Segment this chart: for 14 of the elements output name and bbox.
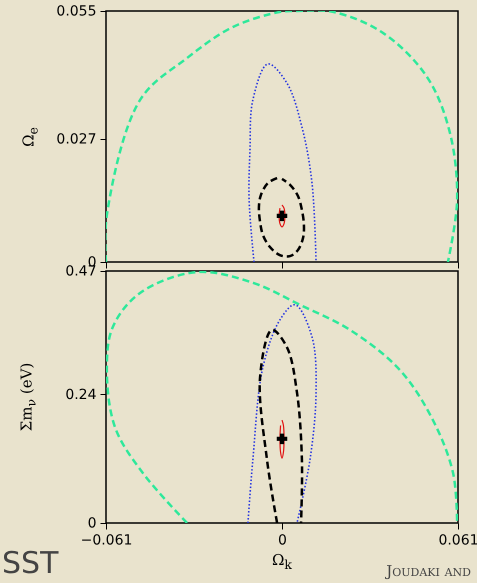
x-tick-label: 0.061	[438, 532, 477, 548]
text: Joudaki and	[386, 562, 471, 580]
y-tick-label: 0.027	[56, 131, 96, 148]
y-tick-label: 0.24	[65, 386, 97, 403]
line-series	[247, 304, 317, 523]
x-tick-label: 0	[278, 532, 287, 548]
x-axis-title: Ω$_{k}$	[272, 551, 292, 572]
line-series	[248, 63, 317, 262]
text: SST	[2, 546, 58, 581]
y-tick-label: 0	[88, 516, 96, 532]
x-tick-label: −0.061	[80, 532, 132, 548]
y-tick-label: 0.47	[65, 264, 96, 280]
line-series	[258, 176, 306, 258]
y-tick-label: 0.055	[56, 4, 96, 20]
